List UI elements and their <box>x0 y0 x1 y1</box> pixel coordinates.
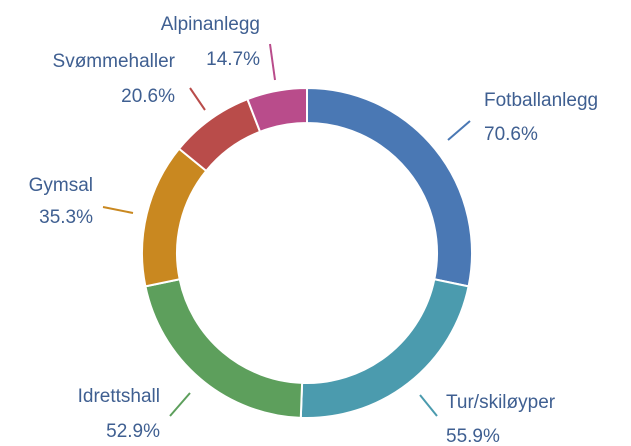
leader-line <box>269 43 276 81</box>
leader-line <box>189 87 206 111</box>
slice <box>306 86 473 288</box>
value-label: 70.6% <box>484 124 538 145</box>
slice <box>141 147 208 288</box>
slice-label: Idrettshall <box>78 386 160 407</box>
leader-line <box>102 206 134 214</box>
leader-line <box>419 394 438 417</box>
slice <box>246 86 308 134</box>
slice-label: Alpinanlegg <box>161 14 260 35</box>
value-label: 55.9% <box>446 426 500 446</box>
slice-label: Tur/skiløyper <box>446 392 556 413</box>
value-label: 35.3% <box>39 207 93 228</box>
leader-line <box>447 120 471 141</box>
leader-line <box>169 392 191 417</box>
slice-label: Gymsal <box>29 175 93 196</box>
slice <box>299 278 470 419</box>
slice-label: Svømmehaller <box>53 51 176 72</box>
value-label: 52.9% <box>106 421 160 442</box>
slice-label: Fotballanlegg <box>484 90 598 111</box>
value-label: 20.6% <box>121 86 175 107</box>
slice <box>144 278 304 419</box>
value-label: 14.7% <box>206 49 260 70</box>
